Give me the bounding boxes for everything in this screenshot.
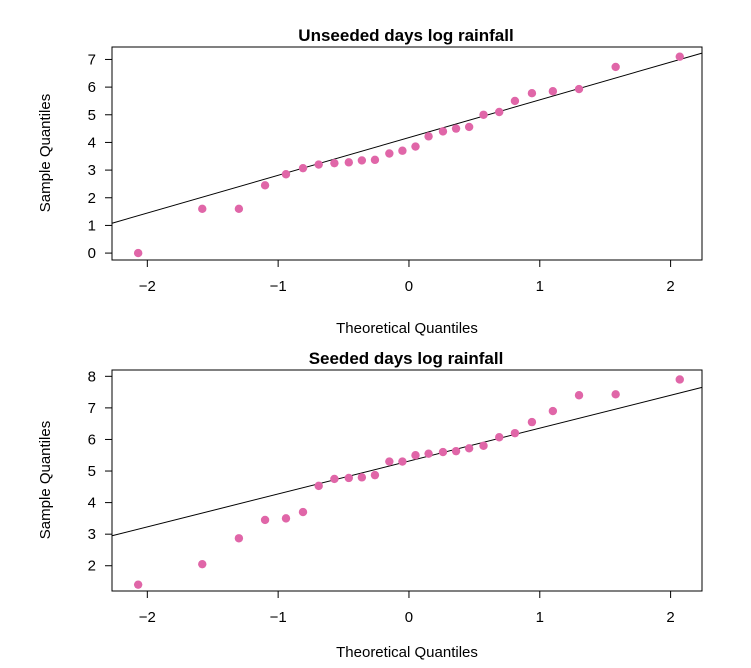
data-point <box>451 446 461 456</box>
y-tick-label: 2 <box>88 558 96 575</box>
plot-frame <box>111 369 703 592</box>
y-tick-label: 7 <box>88 400 96 417</box>
data-point <box>357 473 367 482</box>
data-point <box>495 107 504 117</box>
data-point <box>260 515 270 525</box>
qq-panel-seeded: Seeded days log rainfall −2 −1 0 1 2 2 3 4 5 6 7 8… <box>37 349 703 661</box>
data-point <box>451 124 461 133</box>
data-point <box>438 447 448 457</box>
x-tick-label: 0 <box>405 609 413 626</box>
y-tick-label: 5 <box>88 463 96 480</box>
data-point <box>611 390 620 399</box>
data-point <box>510 96 520 106</box>
data-points <box>133 52 684 258</box>
chart-title: Unseeded days log rainfall <box>298 26 513 45</box>
data-point <box>464 122 474 132</box>
data-point <box>260 181 270 190</box>
data-point <box>357 156 367 165</box>
y-axis: 0 1 2 3 4 5 6 7 <box>88 51 112 262</box>
chart-title: Seeded days log rainfall <box>309 349 504 368</box>
x-tick-label: 2 <box>666 609 674 626</box>
x-tick-label: 0 <box>405 278 413 295</box>
x-axis: −2 −1 0 1 2 <box>139 591 675 626</box>
x-tick-label: 2 <box>666 278 674 295</box>
y-tick-label: 7 <box>88 51 96 68</box>
data-point <box>479 441 488 450</box>
data-point <box>574 391 584 400</box>
data-point <box>479 110 488 119</box>
data-point <box>281 170 291 179</box>
x-tick-label: 1 <box>536 278 544 295</box>
y-tick-label: 4 <box>88 495 96 512</box>
x-tick-label: −2 <box>139 609 156 626</box>
data-point <box>611 62 620 72</box>
y-tick-label: 8 <box>88 368 96 385</box>
data-point <box>133 580 143 589</box>
y-axis: 2 3 4 5 6 7 8 <box>88 368 112 575</box>
x-axis: −2 −1 0 1 2 <box>139 260 675 295</box>
y-tick-label: 3 <box>88 162 96 179</box>
data-point <box>198 559 207 569</box>
y-tick-label: 1 <box>88 217 96 234</box>
qq-panel-unseeded: Unseeded days log rainfall −2 −1 0 1 2 0 1 2 3 4… <box>37 26 703 337</box>
reference-line <box>111 386 703 537</box>
data-point <box>527 88 537 98</box>
x-tick-label: −1 <box>270 278 287 295</box>
y-tick-label: 6 <box>88 431 96 448</box>
plot-frame <box>111 46 703 261</box>
data-point <box>574 84 584 94</box>
data-point <box>675 375 684 384</box>
y-tick-label: 6 <box>88 79 96 96</box>
x-axis-label: Theoretical Quantiles <box>336 320 478 337</box>
data-point <box>344 158 353 167</box>
data-points <box>133 375 684 589</box>
x-tick-label: −1 <box>270 609 287 626</box>
data-point <box>385 149 394 158</box>
x-axis-label: Theoretical Quantiles <box>336 644 478 661</box>
data-point <box>398 457 407 466</box>
data-point <box>298 163 308 173</box>
x-tick-label: −2 <box>139 278 156 295</box>
data-point <box>527 417 537 427</box>
data-point <box>370 155 380 165</box>
data-point <box>675 52 684 61</box>
y-tick-label: 0 <box>88 245 96 262</box>
data-point <box>234 534 244 543</box>
data-point <box>298 507 308 517</box>
data-point <box>385 457 394 466</box>
y-tick-label: 3 <box>88 526 96 543</box>
y-tick-label: 5 <box>88 107 96 124</box>
data-point <box>548 406 558 416</box>
data-point <box>234 204 244 214</box>
data-point <box>133 248 143 258</box>
data-point <box>438 127 448 136</box>
data-point <box>411 451 420 460</box>
data-point <box>314 160 323 169</box>
data-point <box>464 444 474 453</box>
data-point <box>198 204 207 214</box>
data-point <box>510 428 520 438</box>
data-point <box>424 132 433 141</box>
data-point <box>398 146 407 155</box>
data-point <box>330 474 339 484</box>
reference-line <box>111 52 703 224</box>
data-point <box>370 470 380 480</box>
x-tick-label: 1 <box>536 609 544 626</box>
data-point <box>495 433 504 442</box>
data-point <box>344 473 353 483</box>
y-axis-label: Sample Quantiles <box>37 94 54 212</box>
data-point <box>424 449 433 458</box>
data-point <box>548 87 558 96</box>
data-point <box>314 481 323 491</box>
y-tick-label: 4 <box>88 134 96 151</box>
y-axis-label: Sample Quantiles <box>37 421 54 539</box>
y-tick-label: 2 <box>88 190 96 207</box>
data-point <box>281 514 291 523</box>
data-point <box>411 142 420 151</box>
data-point <box>330 158 339 168</box>
